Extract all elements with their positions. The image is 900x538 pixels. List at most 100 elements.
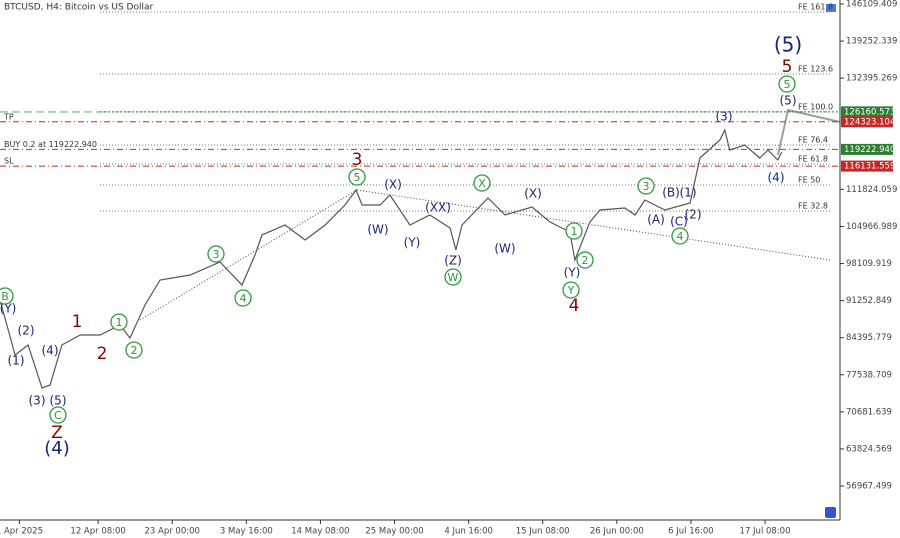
wave-label: (W) (494, 242, 515, 256)
wave-circle (778, 75, 796, 93)
wave-label: (4) (768, 171, 785, 185)
x-tick-label: 12 Apr 08:00 (70, 527, 125, 537)
wave-label: 1 (571, 225, 578, 238)
wave-label: 2 (131, 344, 138, 357)
fib-label: FE 61.8 (798, 155, 828, 164)
wave-circle (49, 406, 67, 424)
y-tick-label: 139252.339 (846, 37, 897, 47)
wave-label: (1) (680, 186, 697, 200)
price-tag-label: 124323.104 (844, 117, 895, 127)
fib-label: FE 32.8 (798, 202, 828, 211)
price-tag-label: 116131.559 (844, 162, 895, 172)
x-tick-label: 6 Jul 16:00 (668, 527, 714, 537)
wave-circle (562, 281, 580, 299)
wave-label: (2) (18, 324, 35, 338)
wave-label: Y (567, 284, 575, 297)
x-tick-label: 4 Jun 16:00 (444, 527, 493, 537)
wave-label: 5 (784, 78, 791, 91)
fib-label: FE 76.4 (798, 136, 828, 145)
wave-circle (565, 222, 583, 240)
wave-label: (3) (29, 394, 46, 408)
wave-label: 1 (116, 316, 123, 329)
y-tick-label: 98109.919 (846, 259, 892, 269)
wave-circle (473, 174, 491, 192)
price-tag (841, 116, 893, 128)
x-tick-label: 25 May 00:00 (365, 527, 423, 537)
wave-circle (234, 289, 252, 307)
wave-label: 3 (213, 248, 220, 261)
wave-label: (4) (44, 438, 70, 459)
price-tag-label: 119222.940 (844, 145, 895, 155)
order-label: TP (3, 112, 14, 121)
wave-label: 5 (782, 57, 793, 77)
y-tick-label: 56967.499 (846, 482, 892, 492)
trend-line (139, 189, 358, 321)
wave-label: 5 (354, 171, 361, 184)
icon[interactable] (825, 507, 836, 518)
chart-title: BTCUSD, H4: Bitcoin vs US Dollar (4, 3, 153, 13)
wave-label: (W) (367, 223, 388, 237)
y-tick-label: 91252.849 (846, 296, 892, 306)
wave-label: (2) (685, 208, 702, 222)
wave-label: 3 (643, 180, 650, 193)
fib-label: FE 100.0 (798, 102, 833, 111)
wave-label: (4) (42, 344, 59, 358)
price-line (0, 128, 783, 389)
wave-label: W (448, 271, 459, 284)
wave-circle (444, 268, 462, 286)
x-tick-label: 15 Jun 08:00 (516, 527, 570, 537)
wave-label: (XX) (425, 201, 451, 215)
price-tag (841, 160, 893, 172)
y-tick-label: 70681.639 (846, 407, 892, 417)
wave-label: (X) (524, 187, 542, 201)
wave-label: 4 (569, 296, 580, 316)
price-tag (841, 106, 893, 118)
wave-label: (Y) (564, 266, 581, 280)
y-tick-label: 132395.269 (846, 74, 897, 84)
wave-label: (C) (670, 215, 688, 229)
wave-circle (110, 313, 128, 331)
order-label: BUY 0.2 at 119222.940 (4, 140, 97, 149)
wave-circle (348, 168, 366, 186)
wave-label: (Y) (0, 302, 16, 316)
fib-label: FE 161.8 (798, 3, 833, 12)
wave-label: (A) (647, 213, 665, 227)
projection (777, 108, 841, 156)
y-tick-label: 104966.989 (846, 222, 897, 232)
wave-label: C (54, 409, 62, 422)
wave-label: Z (51, 423, 63, 443)
wave-label: (B) (662, 186, 680, 200)
icon (826, 4, 836, 12)
wave-circle (576, 251, 594, 269)
wave-circle (207, 245, 225, 263)
wave-label: (5) (780, 94, 797, 108)
price-tag (841, 143, 893, 155)
wave-label: (5) (50, 394, 67, 408)
order-label: SL (4, 157, 14, 166)
wave-label: (1) (8, 354, 25, 368)
wave-label: 1 (72, 312, 83, 332)
wave-circle (125, 341, 143, 359)
wave-circle (637, 177, 655, 195)
x-tick-label: 1 Apr 2025 (0, 527, 43, 537)
wave-circle (0, 287, 14, 305)
wave-circle (671, 227, 689, 245)
wave-label: 3 (352, 150, 363, 170)
plot-area (0, 0, 840, 520)
x-tick-label: 3 May 16:00 (220, 527, 273, 537)
wave-label: (X) (384, 178, 402, 192)
y-tick-label: 63824.569 (846, 444, 892, 454)
wave-label: 2 (582, 254, 589, 267)
price-tag-label: 126160.573 (844, 107, 895, 117)
wave-label: X (478, 177, 486, 190)
y-tick-label: 77538.709 (846, 370, 892, 380)
y-tick-label: 111824.059 (846, 185, 897, 195)
x-tick-label: 23 Apr 00:00 (145, 527, 200, 537)
wave-label: (Z) (444, 254, 462, 268)
fib-label: FE 123.6 (798, 65, 833, 74)
wave-label: (3) (716, 110, 733, 124)
x-tick-label: 26 Jun 00:00 (590, 527, 644, 537)
wave-label: 4 (240, 292, 247, 305)
x-tick-label: 17 Jul 08:00 (740, 527, 791, 537)
